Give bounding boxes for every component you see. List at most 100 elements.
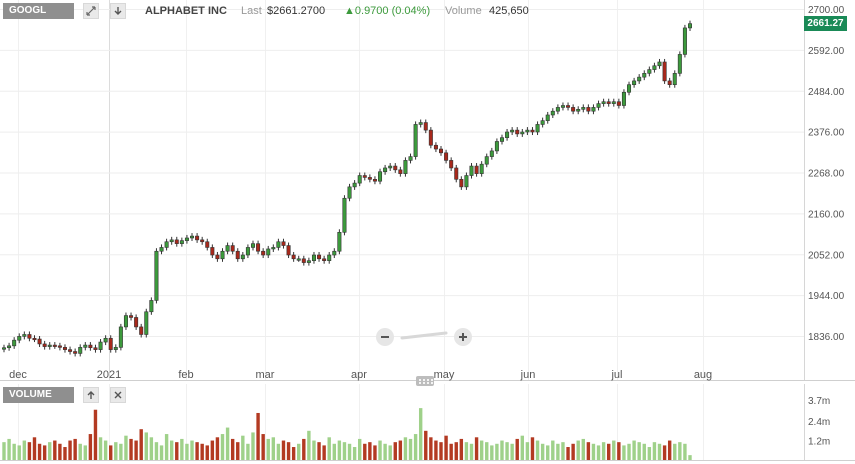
candle xyxy=(83,342,88,351)
candle xyxy=(357,172,362,187)
volume-bar xyxy=(601,442,606,460)
volume-bar xyxy=(551,440,555,460)
move-up-button[interactable] xyxy=(83,387,99,403)
volume-bar xyxy=(596,445,601,460)
volume-bar xyxy=(439,442,443,460)
volume-bar xyxy=(200,443,204,460)
volume-bar xyxy=(627,443,631,460)
candle xyxy=(672,70,677,88)
candle xyxy=(606,98,611,107)
candle xyxy=(347,183,352,202)
candle xyxy=(159,244,164,255)
symbol-tag[interactable]: GOOGL xyxy=(3,3,74,19)
candle xyxy=(525,127,530,136)
candle xyxy=(647,66,652,77)
candle xyxy=(57,342,62,351)
candle xyxy=(47,342,52,350)
candle xyxy=(98,339,103,353)
price-tick-label: 2484.00 xyxy=(808,87,845,98)
volume-bar xyxy=(358,438,362,460)
volume-bar xyxy=(612,440,616,460)
candle xyxy=(515,127,520,137)
candle xyxy=(190,233,195,242)
candle xyxy=(530,127,535,136)
volume-bar xyxy=(520,435,525,460)
candle xyxy=(42,340,47,350)
volume-bar xyxy=(195,442,199,460)
volume-bar xyxy=(48,442,52,460)
volume-bar xyxy=(408,438,413,460)
volume-bar xyxy=(149,437,154,460)
candle xyxy=(464,172,469,190)
drag-handle-icon xyxy=(419,379,433,384)
candle xyxy=(459,176,464,190)
volume-tag[interactable]: VOLUME xyxy=(3,387,74,403)
volume-bar xyxy=(525,442,530,460)
candle xyxy=(627,81,632,96)
candle xyxy=(388,163,393,171)
candle xyxy=(240,251,245,262)
volume-bar xyxy=(678,442,682,460)
volume-bar xyxy=(642,443,646,460)
volume-bar xyxy=(352,447,357,460)
time-tick-label: aug xyxy=(694,369,712,381)
candle xyxy=(662,58,667,84)
volume-bar xyxy=(98,437,103,460)
download-arrow-icon xyxy=(114,7,122,15)
candle xyxy=(27,331,32,342)
volume-tick-label: 2.4m xyxy=(808,417,830,428)
volume-bar xyxy=(180,438,184,460)
close-icon xyxy=(114,391,122,399)
volume-bar xyxy=(93,409,98,460)
candle xyxy=(200,236,205,245)
candle xyxy=(322,255,327,264)
zoom-slider-track[interactable] xyxy=(400,331,448,340)
close-panel-button[interactable] xyxy=(110,387,126,403)
candle xyxy=(296,255,301,262)
candle xyxy=(535,121,540,136)
candle xyxy=(555,104,560,115)
candle xyxy=(149,297,154,315)
price-tick-label: 1944.00 xyxy=(808,291,845,302)
volume-bar xyxy=(246,443,250,460)
candle xyxy=(449,157,454,171)
volume-bar xyxy=(688,455,692,460)
candle xyxy=(73,348,78,357)
volume-panel-label: VOLUME xyxy=(9,389,52,400)
panel-resize-handle[interactable] xyxy=(416,376,434,386)
candle xyxy=(108,335,113,353)
price-tick-label: 2052.00 xyxy=(808,250,845,261)
current-price-tag: 2661.27 xyxy=(804,16,847,31)
candle xyxy=(576,106,581,115)
volume-bar xyxy=(124,435,128,460)
candle xyxy=(311,251,316,264)
zoom-in-button[interactable] xyxy=(454,328,472,346)
volume-bar xyxy=(652,442,657,460)
time-axis-labels: dec 2021 feb mar apr may jun jul aug xyxy=(9,369,712,381)
candle xyxy=(134,314,139,330)
candle xyxy=(174,236,179,247)
volume-bar xyxy=(220,434,225,460)
volume-bar xyxy=(540,443,545,460)
volume-bar xyxy=(230,438,235,460)
candle xyxy=(123,312,128,330)
volume-bar xyxy=(535,440,540,460)
volume-bar xyxy=(561,442,565,460)
candle xyxy=(637,74,642,84)
candle xyxy=(184,234,189,244)
expand-button[interactable] xyxy=(83,3,99,19)
volume-bar xyxy=(241,435,245,460)
candle xyxy=(306,257,311,266)
download-button[interactable] xyxy=(110,3,126,19)
candle xyxy=(78,344,83,357)
volume-bar xyxy=(53,440,57,460)
price-tick-label: 1836.00 xyxy=(808,332,845,343)
volume-bar xyxy=(154,442,159,460)
zoom-out-button[interactable] xyxy=(376,328,394,346)
volume-label: Volume xyxy=(445,5,482,17)
last-price: $2661.2700 xyxy=(267,5,326,17)
volume-bar xyxy=(495,443,499,460)
candle xyxy=(505,128,510,141)
volume-bar xyxy=(317,442,321,460)
